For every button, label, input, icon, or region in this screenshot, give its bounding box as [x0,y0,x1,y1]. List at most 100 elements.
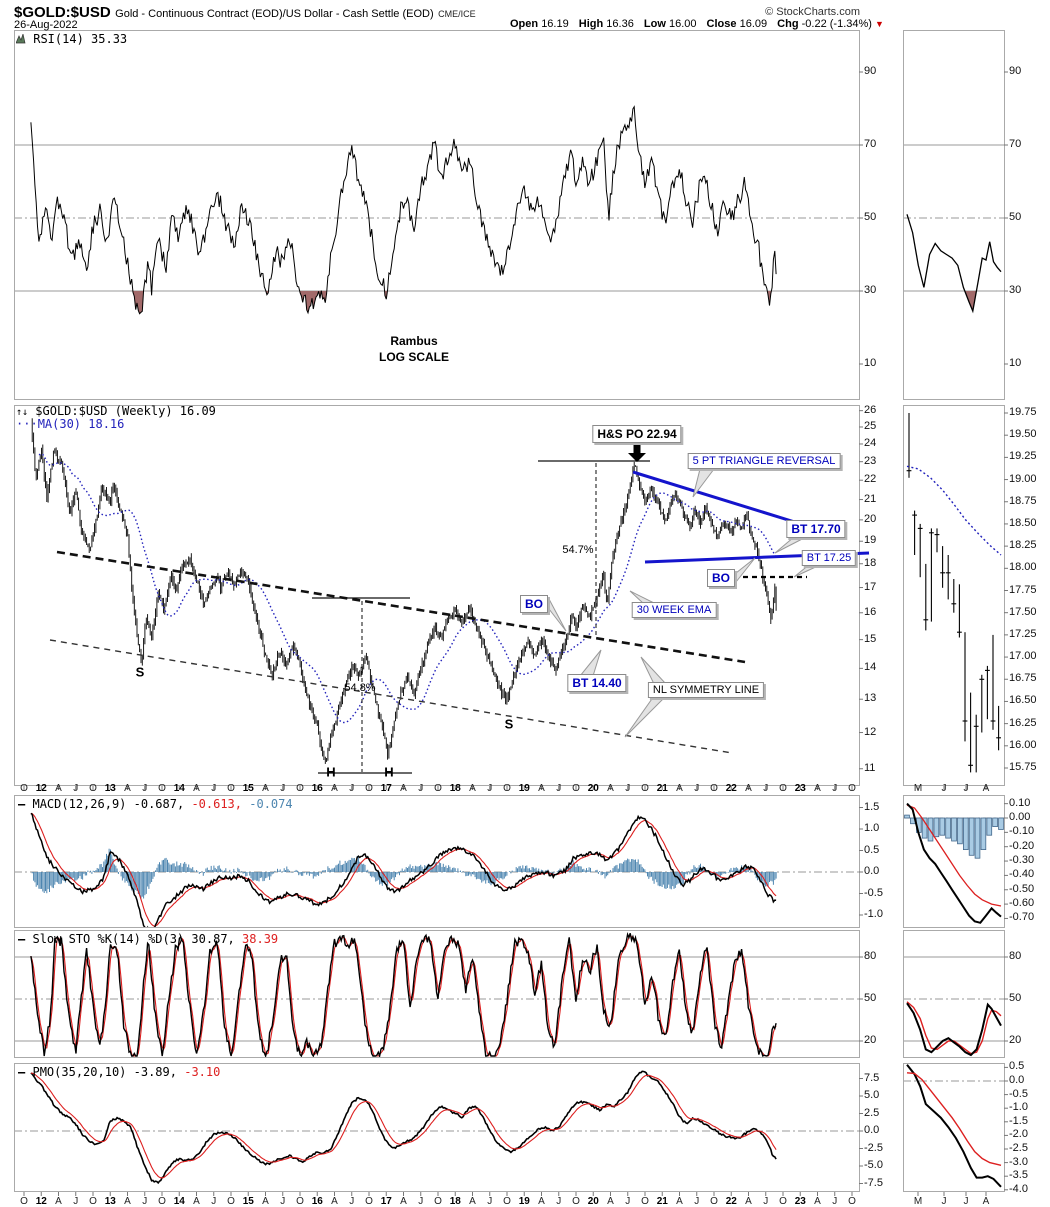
y-axis-label: -0.5 [864,886,883,899]
y-axis-label: -0.10 [1009,825,1035,838]
ticker-exchange: CME/ICE [438,9,476,19]
y-axis-label: -0.60 [1009,897,1035,910]
x-axis-label: 21 [656,783,668,794]
x-axis-label: A [469,783,476,794]
y-axis-label: 18.75 [1009,494,1037,507]
x-axis-label: J [625,783,631,794]
x-axis-label: O [296,783,304,794]
sto-d-value: 38.39 [242,932,279,946]
ticker-description: Gold - Continuous Contract (EOD)/US Doll… [115,8,434,20]
low-value: 16.00 [668,18,697,30]
x-axis-label: A [745,783,752,794]
y-axis-label: 16.50 [1009,694,1037,707]
y-axis-label: 50 [864,211,877,223]
x-axis-label: O [89,783,97,794]
x-axis-label: A [124,783,131,794]
x-axis-label: 12 [35,1196,47,1207]
mini-x-axis-label: A [982,1196,990,1207]
x-axis-label: J [694,1196,700,1207]
y-axis-label: 17.00 [1009,650,1037,663]
x-axis-label: 19 [518,1196,530,1207]
x-axis-label: J [832,783,838,794]
y-axis-label: 23 [864,454,877,467]
x-axis-label: O [434,1196,442,1207]
y-axis-label: 17.25 [1009,627,1037,640]
callout-five-pt-triangle: 5 PT TRIANGLE REVERSAL [687,453,841,469]
x-axis-label: J [694,783,700,794]
x-axis-label: A [676,783,683,794]
x-axis-label: 22 [725,1196,737,1207]
y-axis-label: 19.75 [1009,406,1037,418]
x-axis-label: O [503,1196,511,1207]
y-axis-label: 19 [864,534,877,547]
price-legend-text: $GOLD:$USD (Weekly) 16.09 [35,404,216,418]
nl-symmetry-pointer [640,656,668,685]
y-axis-label: 15.75 [1009,761,1037,773]
x-axis-label: O [779,1196,787,1207]
x-axis-label: A [400,783,407,794]
sto-k-value: 30.87, [191,932,235,946]
x-axis-label: A [745,1196,752,1207]
ticker-symbol: $GOLD:$USD [14,4,111,21]
panel-border [903,795,1005,928]
y-axis-label: 0.5 [864,843,880,856]
x-axis-label: J [280,783,286,794]
x-axis-label: 12 [35,783,47,794]
y-axis-label: 18.00 [1009,561,1037,574]
x-axis-label: A [538,1196,545,1207]
annotation-text: S [135,664,145,680]
y-axis-label: 10 [1009,357,1022,369]
x-axis-label: O [641,783,649,794]
x-axis-label: A [538,783,545,794]
annotation-text: 54.7% [562,544,594,556]
x-axis-label: O [641,1196,649,1207]
high-value: 16.36 [606,18,634,30]
x-axis-label: A [676,1196,683,1207]
down-arrow-icon[interactable]: ▼ [875,19,884,29]
y-axis-label: -1.5 [1009,1114,1028,1127]
quote-row: Open 16.19 High 16.36 Low 16.00 Close 16… [503,18,884,30]
x-axis-label: A [55,783,62,794]
mini-x-axis-label: A [982,783,990,794]
pmo-signal-value: -3.10 [184,1065,221,1079]
sto-name: Slow STO %K(14) %D(3) [32,932,185,946]
x-axis-label: A [814,1196,821,1207]
five-pt-triangle-pointer [692,468,715,498]
rsi-legend: RSI(14) 35.33 [15,32,127,46]
y-axis-label: 20 [864,512,877,525]
annotation-text: 54.8% [344,682,376,694]
x-axis-label: J [349,783,355,794]
y-axis-label: 30 [1009,284,1022,296]
x-axis-label: 17 [380,783,392,794]
mini-x-axis-label: M [913,783,923,794]
y-axis-label: -3.5 [1009,1169,1028,1182]
y-axis-label: 15 [864,632,877,645]
y-axis-label: 20 [864,1034,877,1046]
header-row-1: $GOLD:$USD Gold - Continuous Contract (E… [14,4,476,22]
x-axis-label: A [262,1196,269,1207]
y-axis-label: 16 [864,605,877,618]
x-axis-label: O [20,783,28,794]
x-axis-label: O [365,783,373,794]
price-legend-line2: ···MA(30) 18.16 [16,417,124,431]
y-axis-label: 10 [864,357,877,369]
callout-bt-17-70: BT 17.70 [786,520,846,538]
y-axis-label: -0.40 [1009,868,1035,881]
x-axis-label: J [73,1196,79,1207]
x-axis-label: 23 [794,783,806,794]
down-arrowhead [628,453,646,462]
x-axis-label: 18 [449,1196,461,1207]
sto-legend: — Slow STO %K(14) %D(3) 30.87, 38.39 [18,932,278,946]
y-axis-label: 50 [864,992,877,1004]
x-axis-label: O [296,1196,304,1207]
bo-2022-pointer [735,557,756,584]
x-axis-label: A [193,783,200,794]
y-axis-label: 7.5 [864,1071,880,1084]
callout-ema-30: 30 WEEK EMA [631,602,717,618]
pmo-line-icon: — [18,1065,26,1079]
chg-label: Chg [777,18,799,30]
x-axis-label: 18 [449,783,461,794]
x-axis-label: O [848,1196,856,1207]
x-axis-label: O [503,783,511,794]
